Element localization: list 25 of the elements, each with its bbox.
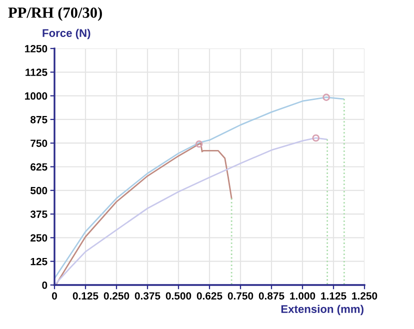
x-tick-label: 0.875 — [258, 292, 284, 300]
y-tick-label: 1125 — [26, 68, 48, 76]
y-tick-label: 250 — [30, 234, 48, 242]
y-tick-label: 750 — [30, 140, 48, 147]
x-tick-label: 1.000 — [290, 292, 316, 300]
chart-title: PP/RH (70/30) — [8, 7, 102, 21]
x-tick-label: 1.125 — [321, 292, 346, 300]
y-tick-label: 625 — [30, 163, 48, 171]
x-tick-label: 0.500 — [166, 292, 192, 300]
y-tick-label: 0 — [42, 282, 48, 289]
x-tick-label: 0.250 — [104, 292, 130, 300]
x-axis-title: Extension (mm) — [281, 304, 364, 316]
y-axis-title: Force (N) — [42, 28, 90, 40]
x-tick-label: 0 — [52, 292, 57, 300]
x-tick-label: 0.625 — [196, 292, 222, 300]
x-tick-label: 0.375 — [134, 292, 160, 300]
y-tick-label: 875 — [30, 116, 48, 124]
x-tick-label: 0.750 — [228, 292, 254, 300]
x-tick-label: 0.125 — [72, 292, 98, 300]
y-tick-label: 375 — [30, 210, 48, 218]
y-tick-label: 125 — [30, 258, 48, 266]
x-tick-label: 1.250 — [352, 292, 378, 300]
y-tick-label: 500 — [30, 186, 48, 194]
y-tick-label: 1250 — [25, 45, 48, 52]
y-tick-label: 1000 — [25, 92, 48, 100]
